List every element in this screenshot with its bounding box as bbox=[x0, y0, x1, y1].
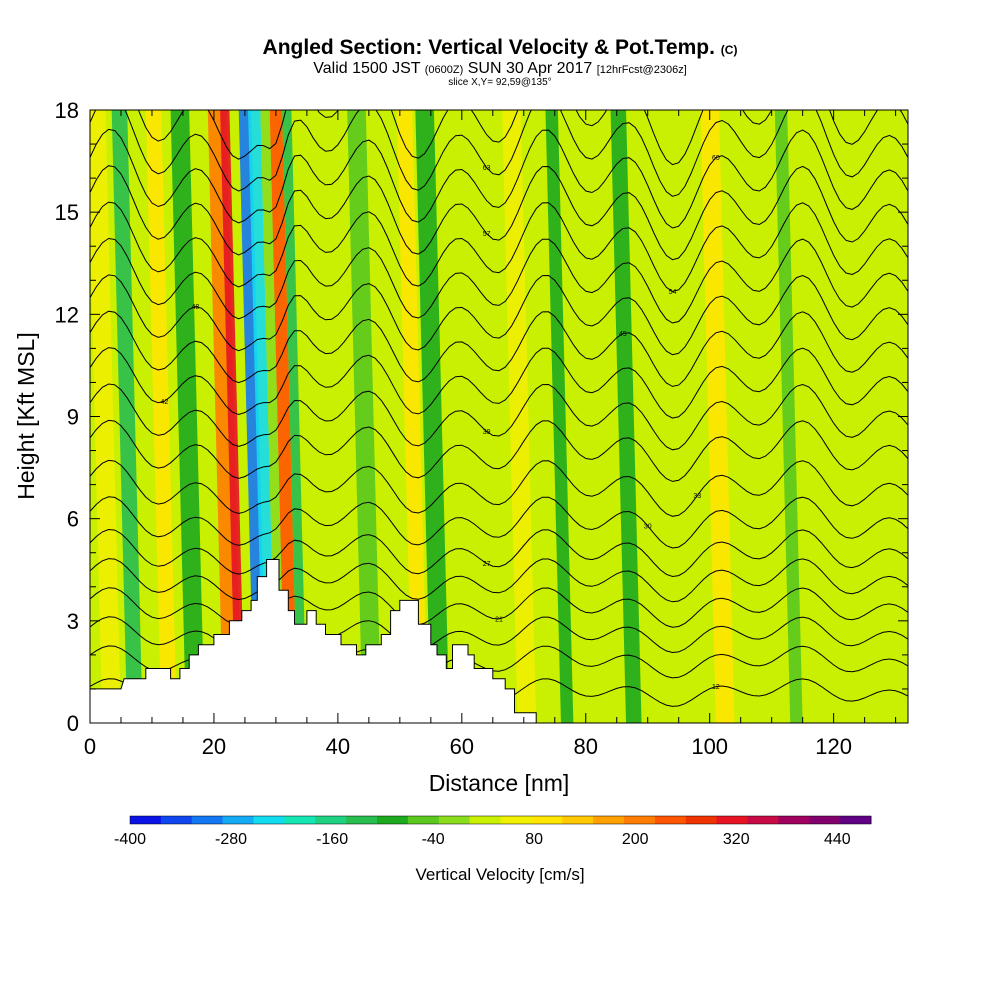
chart-subtitle: Valid 1500 JST (0600Z) SUN 30 Apr 2017 [… bbox=[313, 60, 687, 77]
velocity-band-13 bbox=[415, 110, 450, 723]
y-tick-label-3: 9 bbox=[67, 405, 79, 430]
y-tick-label-1: 3 bbox=[67, 609, 79, 634]
plot-area: 12 21 27 30 33 39 42 45 48 54 57 60 63 bbox=[90, 110, 908, 723]
isentrope-16 bbox=[90, 128, 908, 229]
colorbar-swatch-3 bbox=[222, 816, 254, 824]
isentrope-5 bbox=[90, 528, 908, 578]
velocity-band-16 bbox=[610, 110, 642, 723]
isentrope-4 bbox=[90, 558, 908, 603]
velocity-band-12 bbox=[396, 110, 428, 723]
isentrope-11 bbox=[90, 310, 908, 387]
colorbar-frame bbox=[129, 815, 872, 825]
isentrope-label-17: 63 bbox=[483, 165, 491, 172]
colorbar-swatch-5 bbox=[284, 816, 316, 824]
isentrope-label-12: 48 bbox=[191, 304, 199, 311]
isentrope-label-11: 45 bbox=[619, 331, 627, 338]
isentrope-17 bbox=[90, 110, 908, 197]
colorbar-swatch-22 bbox=[809, 816, 841, 824]
isentrope-label-10: 42 bbox=[160, 399, 168, 406]
colorbar-swatch-12 bbox=[500, 816, 532, 824]
colorbar: -400 -280 -160 -40 80 200 320 440 bbox=[114, 815, 872, 848]
colorbar-swatch-16 bbox=[624, 816, 656, 824]
velocity-band-17 bbox=[700, 110, 735, 723]
colorbar-tick-label-3: -40 bbox=[422, 831, 445, 848]
isentrope-label-9: 39 bbox=[483, 429, 491, 436]
colorbar-swatch-2 bbox=[191, 816, 224, 824]
colorbar-tick-label-7: 440 bbox=[824, 831, 851, 848]
y-tick-label-0: 0 bbox=[67, 711, 79, 736]
isentrope-3 bbox=[90, 587, 908, 628]
chart-title: Angled Section: Vertical Velocity & Pot.… bbox=[262, 36, 738, 59]
colorbar-swatch-0 bbox=[130, 816, 162, 824]
terrain-mask bbox=[90, 559, 908, 723]
colorbar-tick-label-5: 200 bbox=[622, 831, 649, 848]
colorbar-swatch-19 bbox=[716, 816, 748, 824]
colorbar-swatch-15 bbox=[593, 816, 625, 824]
velocity-band-2 bbox=[145, 110, 177, 723]
isentrope-13 bbox=[90, 237, 908, 324]
isentrope-label-6: 30 bbox=[644, 523, 652, 530]
isentrope-label-5: 27 bbox=[483, 561, 491, 568]
isentrope-6 bbox=[90, 496, 908, 549]
colorbar-swatch-18 bbox=[685, 816, 718, 824]
colorbar-tick-label-6: 320 bbox=[723, 831, 750, 848]
colorbar-swatch-6 bbox=[315, 816, 347, 824]
x-tick-label-4: 80 bbox=[574, 734, 598, 759]
y-axis-label: Height [Kft MSL] bbox=[13, 332, 39, 499]
colorbar-swatch-20 bbox=[747, 816, 779, 824]
x-tick-label-5: 100 bbox=[691, 734, 728, 759]
colorbar-tick-label-4: 80 bbox=[525, 831, 543, 848]
x-tick-label-6: 120 bbox=[815, 734, 852, 759]
isentrope-label-14: 54 bbox=[669, 289, 677, 296]
colorbar-swatch-1 bbox=[160, 816, 193, 824]
isentrope-label-0: 12 bbox=[712, 684, 720, 691]
colorbar-swatch-13 bbox=[531, 816, 563, 824]
colorbar-swatch-17 bbox=[654, 816, 687, 824]
velocity-band-15 bbox=[545, 110, 574, 723]
x-tick-label-0: 0 bbox=[84, 734, 96, 759]
colorbar-swatch-21 bbox=[778, 816, 810, 824]
colorbar-swatch-10 bbox=[438, 816, 471, 824]
isentrope-10 bbox=[90, 347, 908, 419]
velocity-band-11 bbox=[347, 110, 382, 723]
isentrope-label-7: 33 bbox=[693, 493, 701, 500]
isentrope-15 bbox=[90, 165, 908, 261]
colorbar-swatch-14 bbox=[562, 816, 594, 824]
colorbar-tick-label-2: -160 bbox=[316, 831, 348, 848]
x-tick-label-2: 40 bbox=[326, 734, 350, 759]
colorbar-swatch-7 bbox=[346, 816, 378, 824]
colorbar-tick-label-1: -280 bbox=[215, 831, 247, 848]
isentrope-8 bbox=[90, 419, 908, 482]
isentrope-14 bbox=[90, 201, 908, 292]
isentrope-7 bbox=[90, 459, 908, 517]
isentrope-label-3: 21 bbox=[495, 616, 503, 623]
velocity-band-3 bbox=[170, 110, 205, 723]
isentrope-12 bbox=[90, 274, 908, 356]
colorbar-label: Vertical Velocity [cm/s] bbox=[415, 865, 584, 884]
colorbar-tick-label-0: -400 bbox=[114, 831, 146, 848]
y-tick-label-6: 18 bbox=[55, 98, 79, 123]
y-tick-label-4: 12 bbox=[55, 302, 79, 327]
colorbar-swatch-4 bbox=[253, 816, 285, 824]
isentrope-9 bbox=[90, 383, 908, 451]
velocity-band-1 bbox=[111, 110, 143, 723]
isentrope-label-15: 57 bbox=[483, 231, 491, 238]
colorbar-swatch-8 bbox=[377, 816, 409, 824]
colorbar-swatch-9 bbox=[407, 816, 440, 824]
isentrope-label-16: 60 bbox=[712, 155, 720, 162]
y-tick-label-2: 6 bbox=[67, 507, 79, 532]
colorbar-swatch-11 bbox=[469, 816, 501, 824]
chart-slice-info: slice X,Y= 92,59@135° bbox=[448, 77, 552, 88]
velocity-band-5 bbox=[220, 110, 245, 723]
x-tick-label-1: 20 bbox=[202, 734, 226, 759]
velocity-band-0 bbox=[90, 110, 121, 723]
x-axis-label: Distance [nm] bbox=[429, 770, 570, 796]
colorbar-swatch-23 bbox=[840, 816, 872, 824]
y-tick-label-5: 15 bbox=[55, 200, 79, 225]
x-tick-label-3: 60 bbox=[450, 734, 474, 759]
